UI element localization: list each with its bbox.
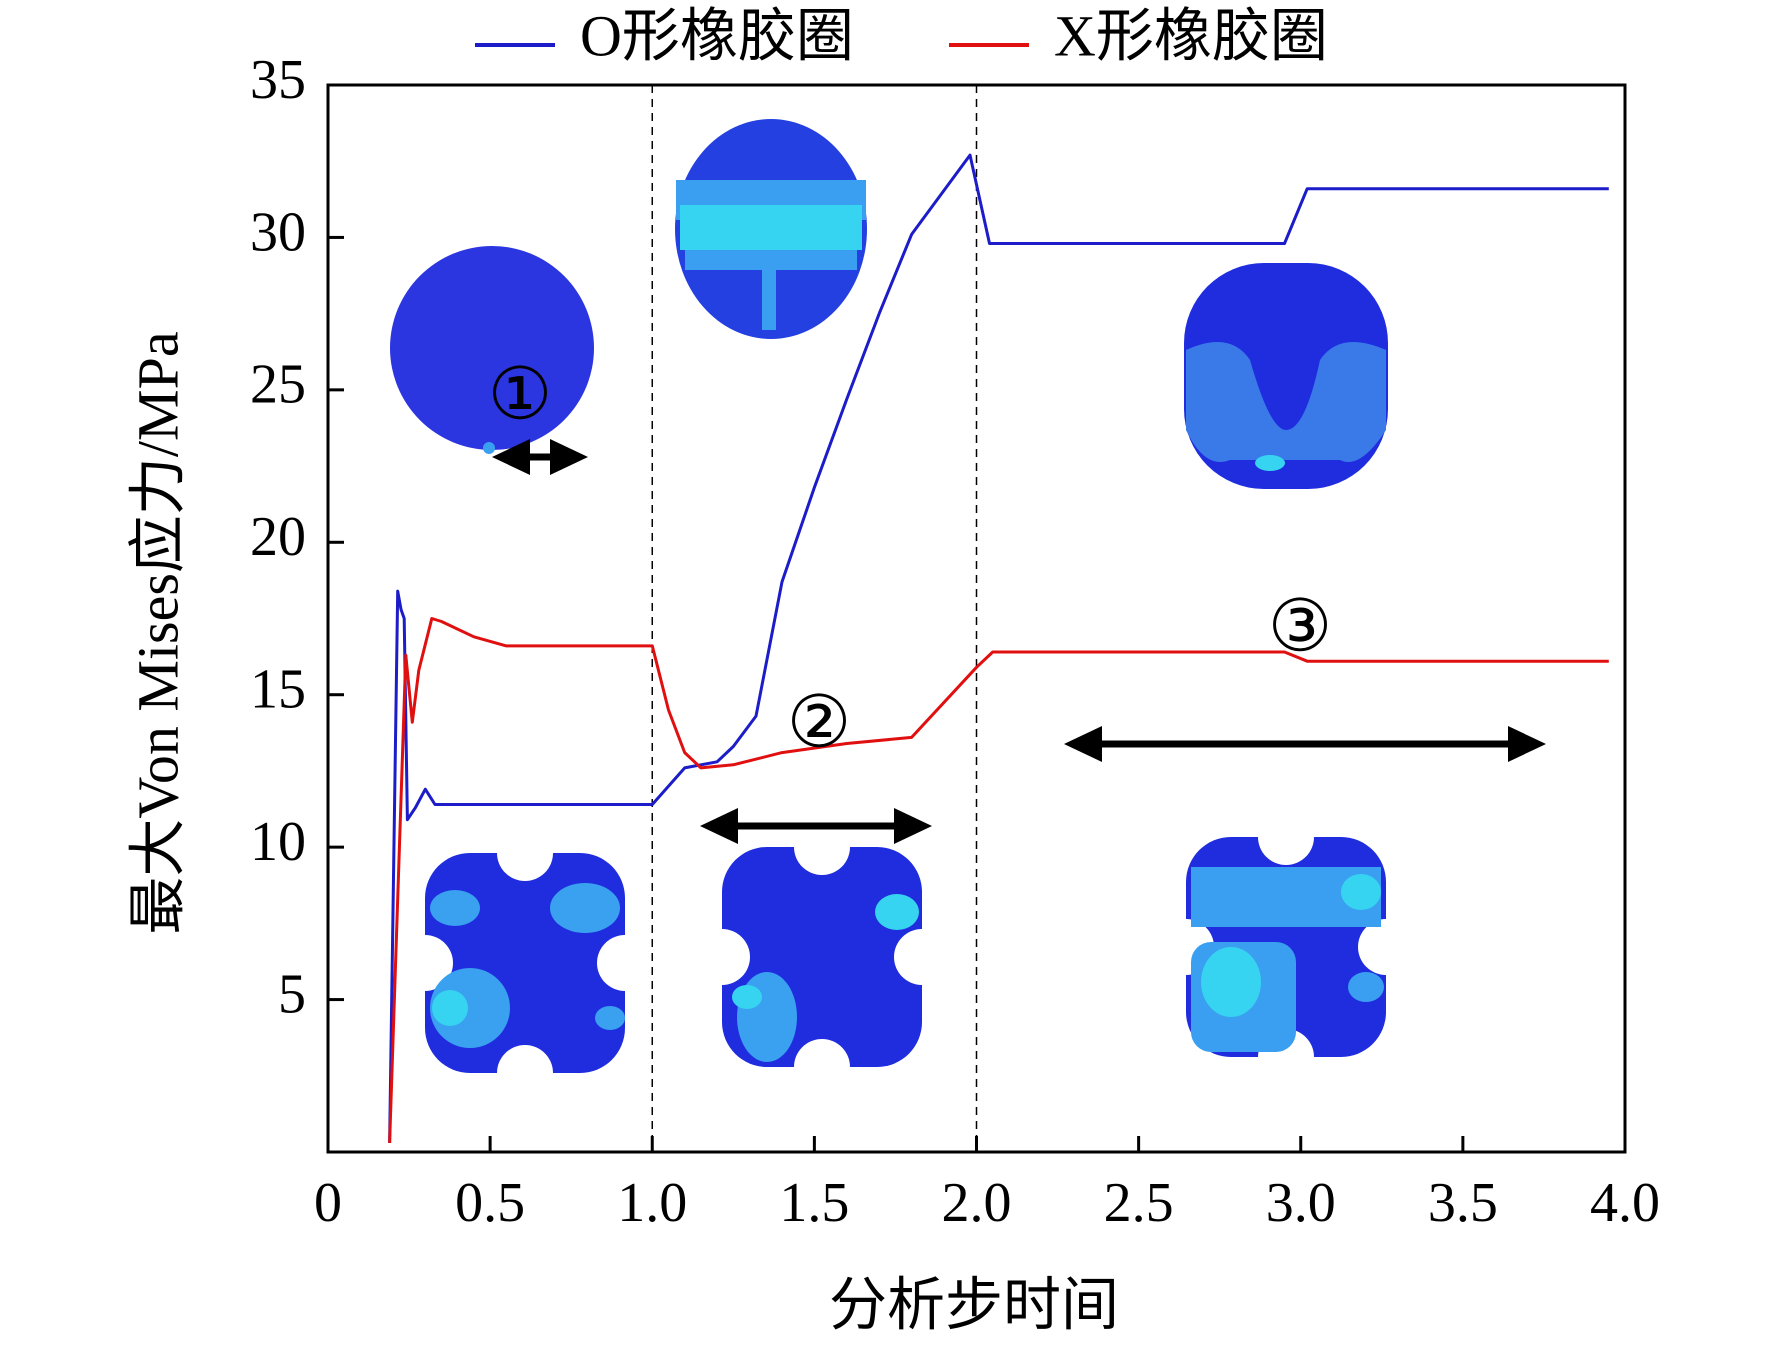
- legend-label: O形橡胶圈: [580, 3, 854, 68]
- x-tick-label: 3.5: [1428, 1172, 1498, 1234]
- y-tick-label: 10: [250, 811, 306, 873]
- annotation: ①: [488, 355, 553, 435]
- x-tick-label: 2.5: [1104, 1172, 1174, 1234]
- x-tick-label: 1.5: [779, 1172, 849, 1234]
- arrow-head: [492, 439, 530, 475]
- x-tick-label: 0: [314, 1172, 342, 1234]
- y-tick-label: 15: [250, 659, 306, 721]
- x-tick-label: 4.0: [1590, 1172, 1660, 1234]
- annotation: ③: [1268, 587, 1333, 667]
- y-tick-label: 35: [250, 49, 306, 111]
- y-tick-label: 5: [278, 963, 306, 1025]
- x-tick-label: 0.5: [455, 1172, 525, 1234]
- arrow-head: [700, 808, 738, 844]
- legend-label: X形橡胶圈: [1054, 3, 1328, 68]
- arrow-head: [550, 439, 588, 475]
- arrow-head: [1064, 726, 1102, 762]
- series-line: [388, 617, 1609, 1143]
- y-tick-label: 25: [250, 354, 306, 416]
- x-tick-label: 1.0: [617, 1172, 687, 1234]
- y-tick-label: 30: [250, 201, 306, 263]
- arrow-head: [1508, 726, 1546, 762]
- x-tick-label: 2.0: [942, 1172, 1012, 1234]
- y-tick-label: 20: [250, 506, 306, 568]
- annotation: ②: [787, 683, 852, 763]
- arrow-head: [894, 808, 932, 844]
- y-axis-label: 最大Von Mises应力/MPa: [125, 331, 190, 934]
- x-tick-label: 3.0: [1266, 1172, 1336, 1234]
- series-line: [388, 153, 1609, 1143]
- inset-images: [390, 119, 1414, 1101]
- x-axis-label: 分析步时间: [829, 1272, 1119, 1337]
